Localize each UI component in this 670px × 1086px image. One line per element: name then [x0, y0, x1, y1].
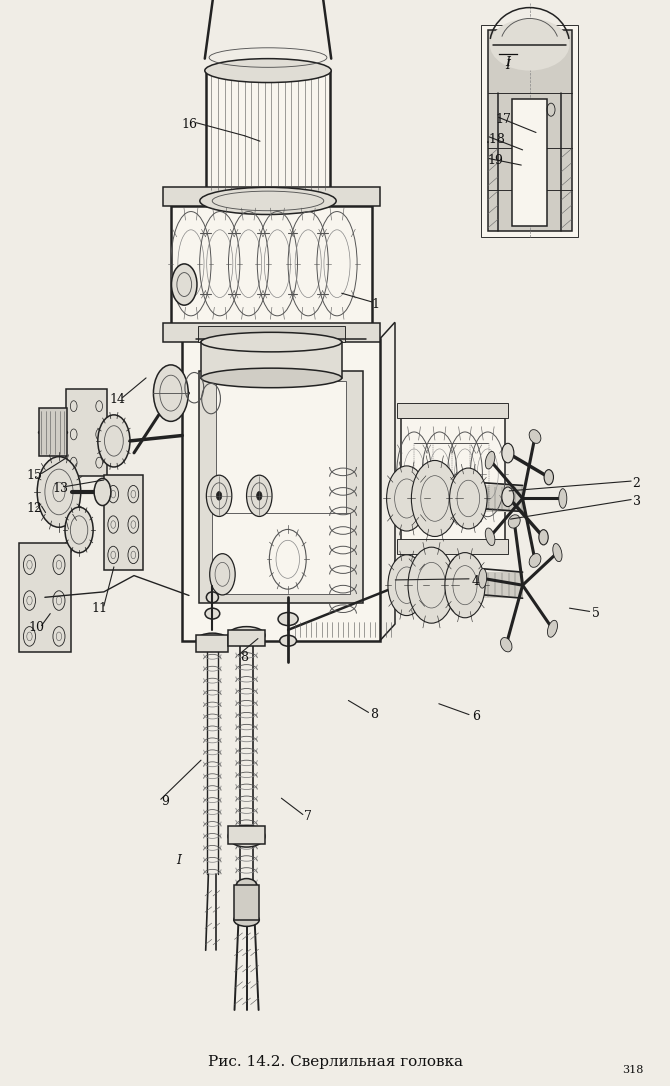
Bar	[104, 475, 143, 570]
Text: 15: 15	[27, 469, 43, 482]
Ellipse shape	[500, 637, 512, 652]
Ellipse shape	[485, 528, 495, 545]
Text: 6: 6	[472, 710, 480, 723]
Text: 5: 5	[592, 607, 600, 620]
Bar	[228, 630, 265, 646]
Bar	[395, 572, 523, 598]
Ellipse shape	[544, 469, 553, 484]
Text: 7: 7	[304, 810, 312, 823]
Ellipse shape	[228, 627, 265, 644]
Text: 4: 4	[472, 574, 480, 588]
Ellipse shape	[210, 554, 235, 595]
Bar	[401, 418, 505, 543]
Bar	[182, 339, 380, 641]
Ellipse shape	[65, 507, 93, 553]
Ellipse shape	[478, 569, 486, 589]
Text: I: I	[176, 854, 182, 867]
Ellipse shape	[201, 332, 342, 352]
Ellipse shape	[201, 368, 342, 388]
Bar	[395, 485, 523, 512]
Bar	[206, 71, 330, 195]
Ellipse shape	[408, 547, 455, 623]
Ellipse shape	[228, 825, 265, 847]
Bar	[163, 187, 380, 206]
Text: 8: 8	[370, 708, 378, 721]
Bar	[19, 543, 71, 652]
Bar	[216, 381, 346, 515]
Ellipse shape	[445, 553, 485, 618]
Bar	[512, 99, 547, 226]
Text: 318: 318	[622, 1065, 643, 1075]
Ellipse shape	[485, 452, 495, 469]
Ellipse shape	[547, 620, 557, 637]
Bar	[163, 323, 380, 342]
Bar	[171, 206, 372, 326]
Ellipse shape	[280, 635, 297, 646]
Ellipse shape	[529, 430, 541, 443]
Bar	[66, 389, 107, 476]
Bar	[234, 885, 259, 920]
Ellipse shape	[278, 613, 298, 626]
Text: 10: 10	[29, 621, 45, 634]
Ellipse shape	[387, 466, 427, 531]
Ellipse shape	[172, 264, 197, 305]
Ellipse shape	[411, 460, 458, 536]
Ellipse shape	[237, 879, 257, 892]
Text: 3: 3	[632, 495, 641, 508]
Ellipse shape	[196, 633, 228, 648]
Ellipse shape	[450, 468, 487, 529]
Text: 13: 13	[52, 482, 68, 495]
Ellipse shape	[98, 415, 130, 467]
Text: .18: .18	[486, 132, 506, 146]
Text: 1: 1	[371, 298, 379, 311]
Ellipse shape	[94, 478, 111, 506]
Ellipse shape	[247, 476, 272, 517]
Ellipse shape	[234, 913, 259, 926]
Bar	[397, 403, 508, 418]
Ellipse shape	[216, 492, 222, 501]
Ellipse shape	[539, 530, 548, 545]
Text: 8: 8	[241, 651, 249, 664]
Ellipse shape	[502, 487, 514, 506]
Text: 2: 2	[632, 477, 641, 490]
Ellipse shape	[205, 608, 220, 619]
Bar	[488, 30, 572, 231]
Ellipse shape	[206, 476, 232, 517]
Ellipse shape	[490, 18, 570, 71]
Ellipse shape	[206, 592, 218, 603]
Ellipse shape	[502, 443, 514, 463]
Ellipse shape	[257, 492, 262, 501]
Ellipse shape	[529, 554, 541, 567]
Text: I: I	[505, 59, 511, 72]
Ellipse shape	[509, 515, 520, 528]
Text: 19: 19	[488, 154, 504, 167]
Bar	[196, 635, 228, 652]
Ellipse shape	[553, 543, 562, 561]
Text: Рис. 14.2. Сверлильная головка: Рис. 14.2. Сверлильная головка	[208, 1056, 462, 1069]
Text: 9: 9	[161, 795, 170, 808]
Bar	[201, 342, 342, 378]
Text: 16: 16	[181, 118, 197, 131]
Ellipse shape	[200, 187, 336, 215]
Bar	[481, 25, 578, 237]
Text: 17: 17	[496, 113, 512, 126]
Bar	[39, 408, 67, 456]
Text: 11: 11	[91, 602, 107, 615]
Ellipse shape	[205, 59, 331, 83]
Ellipse shape	[388, 555, 425, 616]
Bar	[397, 539, 508, 554]
Text: I: I	[505, 56, 511, 70]
Ellipse shape	[38, 456, 81, 527]
Ellipse shape	[153, 365, 188, 421]
Bar	[198, 326, 345, 342]
Ellipse shape	[559, 489, 567, 508]
Text: 14: 14	[109, 393, 125, 406]
Bar	[228, 826, 265, 844]
Bar	[212, 513, 350, 594]
Bar	[199, 371, 363, 603]
Text: 12: 12	[27, 502, 43, 515]
